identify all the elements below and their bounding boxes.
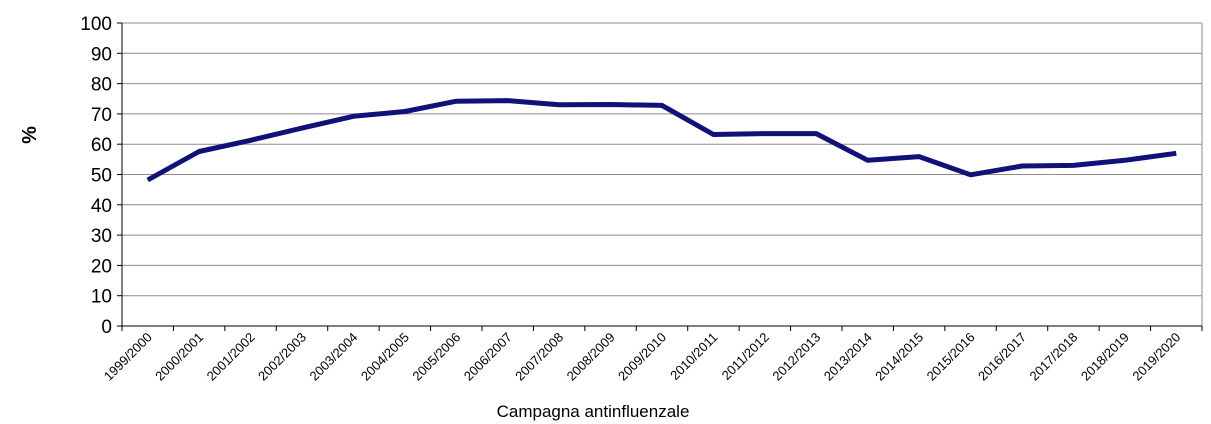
x-tick-label: 2012/2013 (769, 330, 823, 384)
x-tick-label: 2014/2015 (872, 330, 926, 384)
y-tick-label: 90 (91, 44, 112, 65)
y-tick-label: 40 (91, 196, 112, 217)
x-tick-label: 2013/2014 (821, 330, 875, 384)
x-tick-label: 2007/2008 (512, 330, 566, 384)
x-tick-label: 2003/2004 (306, 330, 360, 384)
y-tick-label: 60 (91, 135, 112, 156)
y-tick-label: 30 (91, 226, 112, 247)
x-tick-labels: 1999/20002000/20012001/20022002/20032003… (101, 330, 1184, 384)
y-tick-label: 50 (91, 166, 112, 187)
y-axis-label: % (19, 126, 41, 144)
x-tick-label: 2004/2005 (358, 330, 412, 384)
x-axis-label: Campagna antinfluenzale (497, 402, 690, 421)
axes (117, 22, 1203, 331)
x-tick-label: 2001/2002 (204, 330, 258, 384)
gridlines (122, 22, 1202, 297)
y-tick-label: 80 (91, 75, 112, 96)
series (146, 98, 1177, 183)
x-tick-label: 2005/2006 (409, 330, 463, 384)
y-tick-labels: 0 10 20 30 40 50 60 70 80 90 100 (80, 14, 112, 338)
y-tick-label: 0 (101, 317, 112, 338)
y-tick-label: 10 (91, 287, 112, 308)
y-tick-label: 20 (91, 256, 112, 277)
x-tick-label: 2019/2020 (1129, 330, 1183, 384)
x-tick-label: 2017/2018 (1026, 330, 1080, 384)
x-tick-label: 2010/2011 (667, 330, 720, 383)
x-tick-label: 2011/2012 (719, 330, 772, 383)
x-tick-label: 2002/2003 (255, 330, 309, 384)
x-tick-label: 2016/2017 (975, 330, 1029, 384)
x-tick-label: 2008/2009 (564, 330, 618, 384)
x-tick-label: 2006/2007 (461, 330, 515, 384)
x-tick-label: 2000/2001 (152, 330, 206, 384)
y-tick-label: 70 (91, 105, 112, 126)
x-tick-label: 2015/2016 (924, 330, 978, 384)
y-tick-label: 100 (80, 14, 112, 35)
x-tick-label: 2018/2019 (1078, 330, 1132, 384)
x-tick-label: 2009/2010 (615, 330, 669, 384)
series-line (146, 98, 1177, 183)
